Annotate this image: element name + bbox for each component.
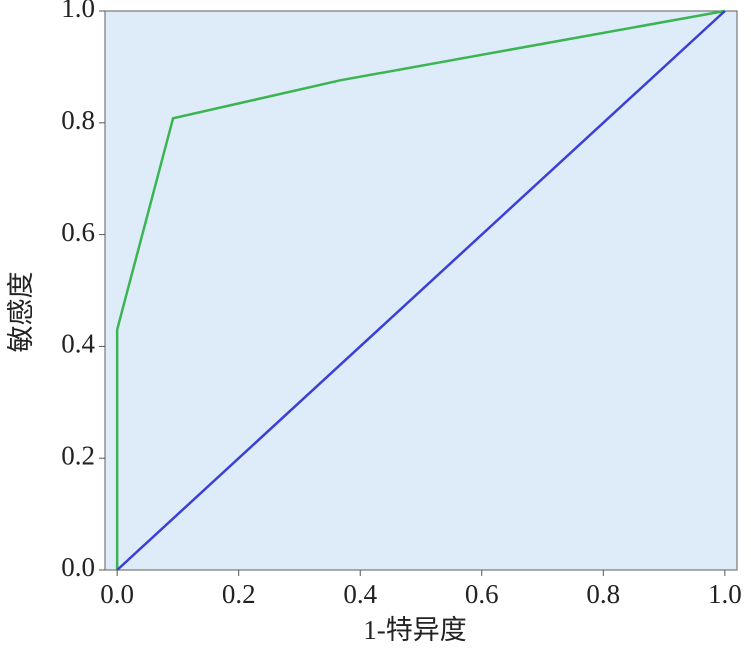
y-tick-label: 0.4 bbox=[61, 329, 95, 359]
x-tick-label: 0.4 bbox=[343, 579, 377, 609]
y-tick-label: 0.2 bbox=[61, 440, 95, 470]
x-tick-label: 0.6 bbox=[465, 579, 499, 609]
x-axis-label: 1-特异度 bbox=[363, 615, 467, 645]
roc-line bbox=[115, 9, 726, 570]
x-tick-label: 0.2 bbox=[222, 579, 256, 609]
x-tick-label: 0.0 bbox=[100, 579, 134, 609]
x-tick-label: 1.0 bbox=[708, 579, 742, 609]
roc-line bbox=[116, 10, 726, 571]
y-tick-label: 0.8 bbox=[61, 105, 95, 135]
y-tick-label: 0.6 bbox=[61, 217, 95, 247]
y-tick-label: 0.0 bbox=[61, 552, 95, 582]
x-tick-label: 0.8 bbox=[586, 579, 620, 609]
y-axis-label: 敏感度 bbox=[6, 272, 36, 353]
y-tick-label: 1.0 bbox=[61, 0, 95, 23]
